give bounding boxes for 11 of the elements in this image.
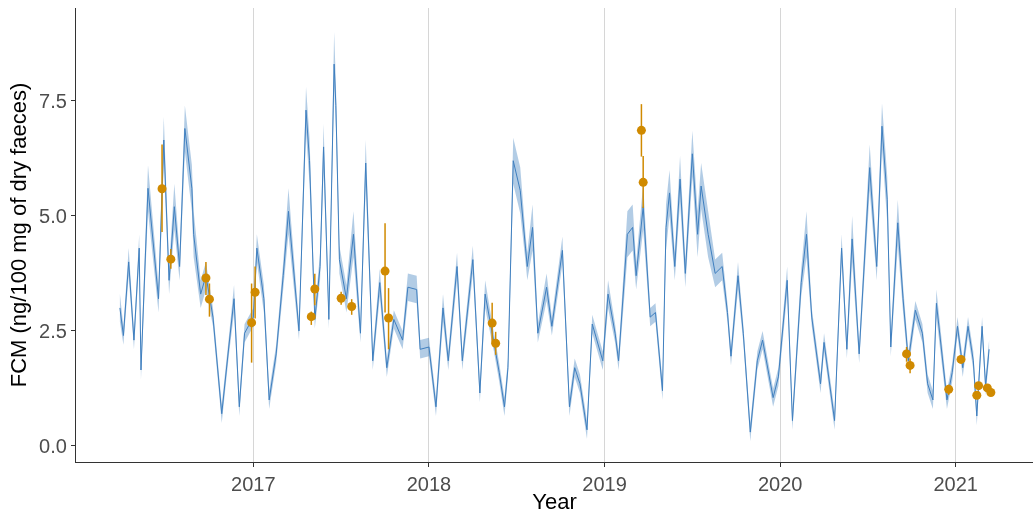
y-tick-label: 2.5 (39, 319, 67, 342)
y-tick-label: 0.0 (39, 434, 67, 457)
x-tick-label: 2020 (757, 473, 803, 496)
x-tick-label: 2018 (406, 473, 452, 496)
y-tick-label: 5.0 (39, 204, 67, 227)
x-axis-title: Year (532, 489, 577, 514)
y-axis-title: FCM (ng/100 mg of dry faeces) (5, 82, 31, 388)
x-tick-label: 2019 (582, 473, 627, 496)
x-tick-label: 2017 (231, 473, 276, 496)
x-tick-label: 2021 (933, 473, 978, 496)
y-tick-label: 7.5 (39, 89, 67, 112)
